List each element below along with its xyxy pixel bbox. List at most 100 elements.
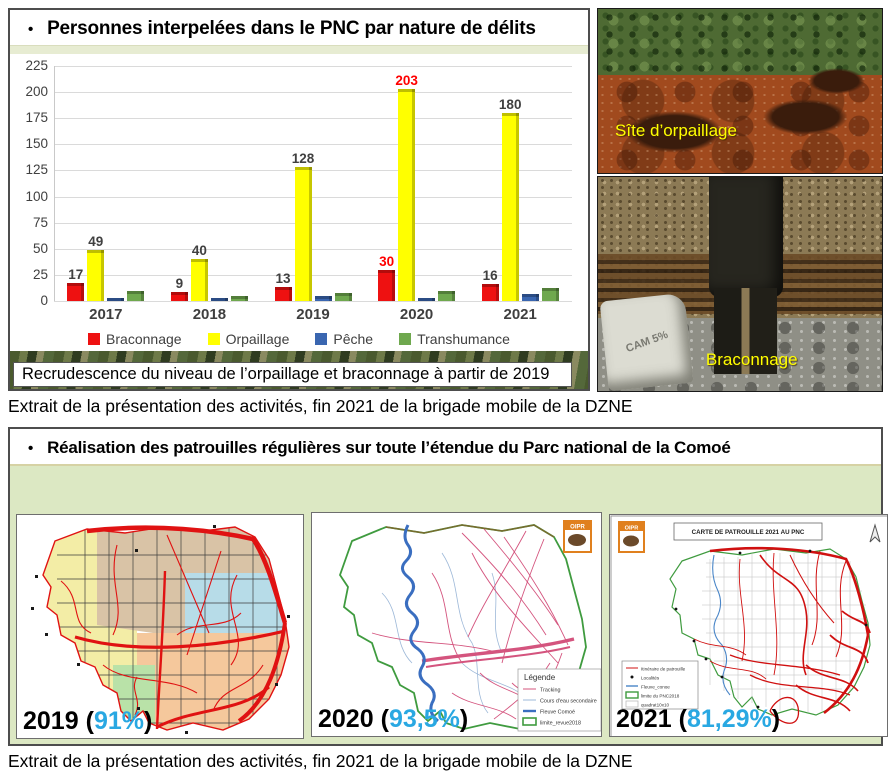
bar-orpaillage-2017 — [87, 249, 105, 301]
bar-transhumance-2020 — [438, 290, 456, 301]
north-arrow-icon — [869, 523, 881, 543]
legend-swatch — [399, 333, 412, 345]
legend-item: quadrat10x10 — [641, 702, 670, 707]
gridline — [54, 274, 572, 276]
bar-pêche-2020 — [418, 297, 436, 301]
y-axis-tick: 225 — [25, 58, 48, 73]
legend-item: Localités — [641, 675, 660, 680]
bar-braconnage-2020 — [378, 269, 396, 301]
caption-extrait-1: Extrait de la présentation des activités… — [8, 396, 633, 416]
mining-pit — [808, 68, 865, 95]
orpaillage-photo: Sîte d’orpaillage — [597, 8, 883, 174]
bar-value-label: 17 — [68, 267, 84, 283]
bar-pêche-2021 — [521, 293, 539, 301]
y-axis-tick: 0 — [40, 293, 48, 308]
bar-value-label: 16 — [482, 268, 498, 284]
map-2021-legend: Itinéraire de patrouille Localités Fleuv… — [621, 660, 699, 710]
y-axis-tick: 75 — [32, 214, 48, 230]
bullet-icon: • — [28, 439, 34, 457]
bar-value-label: 9 — [175, 275, 184, 291]
map-coverage: 81,29% — [686, 705, 772, 733]
map-coverage: 93,5% — [388, 705, 460, 733]
chart-caption-box: Recrudescence du niveau de l’orpaillage … — [13, 362, 572, 387]
legend-item: Itinéraire de patrouille — [641, 666, 686, 671]
legend-swatch — [315, 333, 328, 345]
legend-item-orpaillage: Orpaillage — [207, 331, 290, 347]
bar-value-label: 13 — [275, 271, 291, 287]
bar-orpaillage-2019 — [294, 167, 312, 301]
legend-swatch — [207, 333, 220, 345]
bar-transhumance-2019 — [334, 292, 352, 301]
logo-text: OIPR — [570, 525, 585, 531]
panel1-divider — [10, 45, 588, 54]
caption-extrait-2: Extrait de la présentation des activités… — [8, 751, 633, 771]
bar-pêche-2019 — [314, 295, 332, 301]
gridline — [54, 196, 572, 198]
bar-value-label: 180 — [498, 97, 522, 112]
map-2021-graphic: CARTE DE PATROUILLE 2021 AU PNC OIPR — [610, 515, 887, 736]
legend-label: Orpaillage — [225, 331, 290, 347]
chart-legend: Braconnage Orpaillage Pêche Transhumance — [10, 327, 588, 351]
photo-strip: Recrudescence du niveau de l’orpaillage … — [10, 351, 588, 389]
x-axis-label: 2020 — [399, 306, 434, 323]
panel-delits: • Personnes interpelées dans le PNC par … — [8, 8, 590, 391]
y-axis-tick: 125 — [25, 162, 48, 178]
x-axis-label: 2019 — [296, 306, 330, 323]
paren: ) — [144, 707, 153, 735]
y-axis-tick: 175 — [25, 110, 48, 126]
gridline — [54, 248, 572, 250]
legend-item: Tracking — [540, 688, 560, 694]
bar-orpaillage-2021 — [501, 113, 519, 301]
bar-transhumance-2018 — [230, 295, 248, 301]
legend-item-braconnage: Braconnage — [88, 331, 182, 347]
bar-chart: 0 25 50 75 100 125 150 175 200 225 17 49 2017 9 40 2018… — [14, 54, 584, 327]
map-year: 2021 — [616, 705, 672, 733]
mining-pit — [762, 99, 848, 136]
panel-patrouilles: • Réalisation des patrouilles régulières… — [8, 427, 888, 746]
panel1-title: Personnes interpelées dans le PNC par na… — [47, 18, 536, 39]
bar-transhumance-2017 — [127, 290, 145, 301]
legend-item: limite_revue2018 — [540, 721, 581, 727]
oipr-logo: OIPR — [563, 520, 592, 553]
x-axis-label: 2021 — [503, 306, 537, 323]
paren: ( — [678, 705, 687, 733]
trees-texture — [598, 9, 882, 78]
gridline — [54, 118, 572, 120]
map-year: 2020 — [318, 705, 374, 733]
gridline — [54, 144, 572, 146]
legend-item: Cours d'eau secondaire — [540, 699, 597, 705]
y-axis-tick: 150 — [25, 136, 48, 152]
bar-braconnage-2019 — [274, 287, 292, 301]
panel2-green-band: 2019 (91%) — [10, 464, 888, 744]
photo1-label: Sîte d’orpaillage — [615, 120, 737, 140]
map-2019: 2019 (91%) — [16, 514, 304, 739]
legend-swatch — [88, 333, 101, 345]
y-axis-tick: 50 — [32, 240, 48, 256]
bar-value-label: 40 — [191, 243, 207, 259]
sack: CAM 5% — [599, 292, 694, 391]
braconnage-photo: CAM 5% Braconnage — [597, 176, 883, 392]
y-axis-tick: 25 — [32, 266, 48, 282]
bar-orpaillage-2020 — [398, 88, 416, 301]
gridline — [54, 66, 572, 67]
gridline — [54, 222, 572, 224]
map-2021-title: CARTE DE PATROUILLE 2021 AU PNC — [692, 529, 805, 536]
map-2020-graphic: Légende Tracking Cours d'eau secondaire … — [339, 520, 601, 732]
map-2020-legend: Légende Tracking Cours d'eau secondaire … — [517, 668, 601, 732]
map-2021: CARTE DE PATROUILLE 2021 AU PNC OIPR — [609, 514, 888, 737]
legend-title: Légende — [524, 673, 556, 682]
photo2-label: Braconnage — [705, 350, 798, 370]
y-axis-tick: 200 — [25, 84, 48, 100]
map-2020-label: 2020 (93,5%) — [318, 705, 468, 734]
mining-pit — [626, 110, 723, 154]
gridline — [54, 301, 572, 302]
poacher-legs — [714, 288, 777, 374]
paren: ) — [459, 705, 469, 733]
bar-transhumance-2021 — [541, 288, 559, 301]
bar-braconnage-2017 — [67, 283, 85, 301]
panel2-title-row: • Réalisation des patrouilles régulières… — [10, 429, 881, 464]
bar-pêche-2018 — [210, 297, 228, 301]
legend-label: Pêche — [333, 331, 374, 347]
x-axis-label: 2017 — [89, 306, 123, 323]
